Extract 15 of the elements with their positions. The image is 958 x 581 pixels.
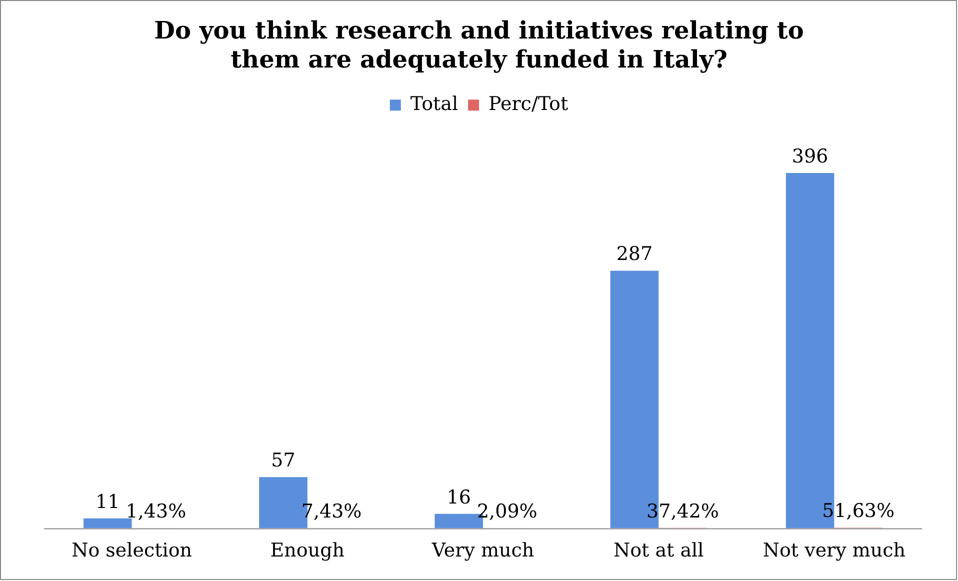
x-tick-label: No selection: [72, 540, 192, 562]
chart-title: Do you think research and initiatives relating to them are adequately funded in Italy?: [154, 16, 804, 74]
data-label: 57: [271, 450, 296, 472]
data-label: 396: [792, 145, 828, 168]
data-label: 11: [96, 490, 120, 513]
x-tick-label: Not at all: [613, 540, 704, 562]
x-tick-label: Not very much: [762, 540, 906, 562]
x-tick-label: Very much: [430, 540, 534, 562]
legend-label: Total: [410, 93, 458, 116]
data-label: 1,43%: [126, 500, 186, 523]
data-label: 16: [446, 486, 471, 508]
x-tick-label: Enough: [270, 540, 344, 562]
data-label: 2,09%: [476, 500, 538, 523]
legend-label: Perc/Tot: [488, 93, 568, 116]
data-label: 287: [616, 243, 653, 266]
